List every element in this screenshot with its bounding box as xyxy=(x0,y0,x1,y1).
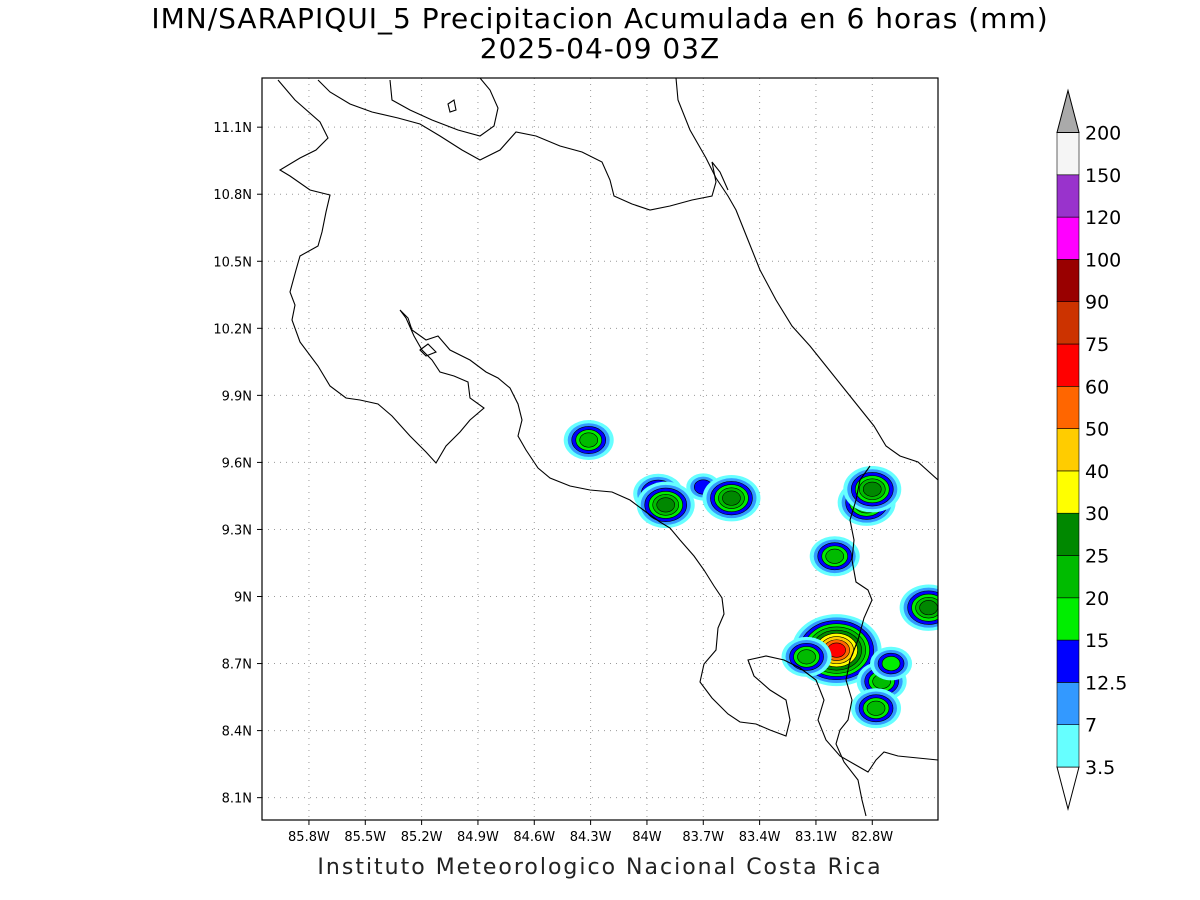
precip-cell xyxy=(781,636,832,677)
panama-border xyxy=(835,465,873,817)
colorbar-swatch xyxy=(1056,132,1080,176)
map-title: IMN/SARAPIQUI_5 Precipitacion Acumulada … xyxy=(151,2,1049,35)
colorbar-swatch xyxy=(1056,301,1080,345)
x-tick-label: 83.4W xyxy=(739,830,781,845)
y-tick-label: 9.3N xyxy=(222,523,252,538)
x-tick-label: 85.2W xyxy=(401,830,443,845)
precip-contour xyxy=(866,700,886,716)
y-tick-label: 8.4N xyxy=(222,725,252,740)
colorbar-swatch xyxy=(1056,174,1080,218)
precip-cell xyxy=(870,646,913,681)
colorbar-swatch xyxy=(1056,216,1080,260)
colorbar-level-label: 50 xyxy=(1085,419,1109,441)
colorbar-level-label: 200 xyxy=(1085,123,1121,145)
colorbar-level-label: 75 xyxy=(1085,334,1109,356)
precip-cell xyxy=(636,481,695,529)
coastlines-and-borders xyxy=(277,78,938,817)
colorbar-under-arrow xyxy=(1056,766,1080,811)
precip-contour xyxy=(656,497,676,513)
caribbean-coastline xyxy=(675,78,938,481)
x-tick-label: 83.1W xyxy=(795,830,837,845)
y-tick-label: 9.9N xyxy=(222,389,252,404)
nicaragua-border xyxy=(317,79,729,211)
footer-institution: Instituto Meteorologico Nacional Costa R… xyxy=(317,855,883,880)
colorbar-level-label: 120 xyxy=(1085,207,1121,229)
latitude-ticks: 8.1N 8.4N 8.7N 9N 9.3N 9.6N 9.9N 10.2N 10.5N 10.8… xyxy=(213,121,262,807)
precip-contour xyxy=(825,548,845,564)
precip-cell xyxy=(899,584,938,631)
x-tick-label: 85.5W xyxy=(344,830,386,845)
precip-contour xyxy=(722,490,741,506)
precip-contour xyxy=(862,481,882,497)
colorbar-level-label: 150 xyxy=(1085,165,1121,187)
x-tick-label: 84.9W xyxy=(457,830,499,845)
precip-contour xyxy=(881,656,901,672)
colorbar-swatch xyxy=(1056,470,1080,514)
y-tick-label: 10.2N xyxy=(213,322,252,337)
longitude-ticks: 85.8W 85.5W 85.2W 84.9W 84.6W 84.3W 84W 83.7W 83… xyxy=(288,820,893,845)
colorbar-swatch xyxy=(1056,639,1080,683)
colorbar-swatch xyxy=(1056,259,1080,302)
x-tick-label: 84.6W xyxy=(513,830,555,845)
precip-cell xyxy=(563,420,614,461)
colorbar-level-label: 90 xyxy=(1085,292,1109,314)
x-tick-label: 85.8W xyxy=(288,830,330,845)
y-tick-label: 10.8N xyxy=(213,188,252,203)
x-tick-label: 83.7W xyxy=(682,830,724,845)
y-tick-label: 8.7N xyxy=(222,658,252,673)
precipitation-colorbar: 3.5 7 12.5 15 20 25 30 40 50 60 75 90 100 120 150 200 xyxy=(1056,88,1127,811)
map-subtitle-datetime: 2025-04-09 03Z xyxy=(479,32,721,65)
nicaragua-lake-shore xyxy=(389,78,499,137)
precip-cell xyxy=(702,474,761,522)
pacific-coastline xyxy=(277,79,938,773)
lake-island xyxy=(447,99,457,113)
colorbar-level-label: 100 xyxy=(1085,249,1121,271)
colorbar-over-arrow xyxy=(1056,88,1080,133)
colorbar-swatch xyxy=(1056,385,1080,429)
colorbar-swatch xyxy=(1056,428,1080,472)
precipitation-field xyxy=(563,420,938,729)
precip-contour xyxy=(797,649,816,665)
y-tick-label: 10.5N xyxy=(213,255,252,270)
y-tick-label: 9.6N xyxy=(222,456,252,471)
colorbar-level-label: 15 xyxy=(1085,630,1109,652)
y-tick-label: 9N xyxy=(234,591,252,606)
colorbar-level-label: 40 xyxy=(1085,461,1109,483)
colorbar-level-label: 20 xyxy=(1085,588,1109,610)
map-frame xyxy=(261,77,939,821)
colorbar-swatch xyxy=(1056,597,1080,641)
nicoya-gulf-island xyxy=(419,343,437,357)
x-tick-label: 82.8W xyxy=(851,830,893,845)
colorbar-level-label: 25 xyxy=(1085,546,1109,568)
colorbar-swatch xyxy=(1056,724,1080,768)
x-tick-label: 84.3W xyxy=(570,830,612,845)
precip-cell xyxy=(851,688,902,729)
colorbar-swatch xyxy=(1056,512,1080,556)
colorbar-level-label: 3.5 xyxy=(1085,757,1115,779)
precip-contour xyxy=(919,600,938,616)
colorbar-level-label: 12.5 xyxy=(1085,672,1127,694)
precip-contour xyxy=(579,432,599,448)
colorbar-level-label: 7 xyxy=(1085,715,1097,737)
x-tick-label: 84W xyxy=(632,830,662,845)
colorbar-swatch xyxy=(1056,555,1080,599)
colorbar-swatch xyxy=(1056,343,1080,387)
precip-cell xyxy=(843,466,902,513)
colorbar-level-label: 30 xyxy=(1085,503,1109,525)
colorbar-swatch xyxy=(1056,682,1080,726)
y-tick-label: 8.1N xyxy=(222,792,252,807)
y-tick-label: 11.1N xyxy=(213,121,252,136)
precip-cell xyxy=(809,536,860,577)
colorbar-level-label: 60 xyxy=(1085,376,1109,398)
